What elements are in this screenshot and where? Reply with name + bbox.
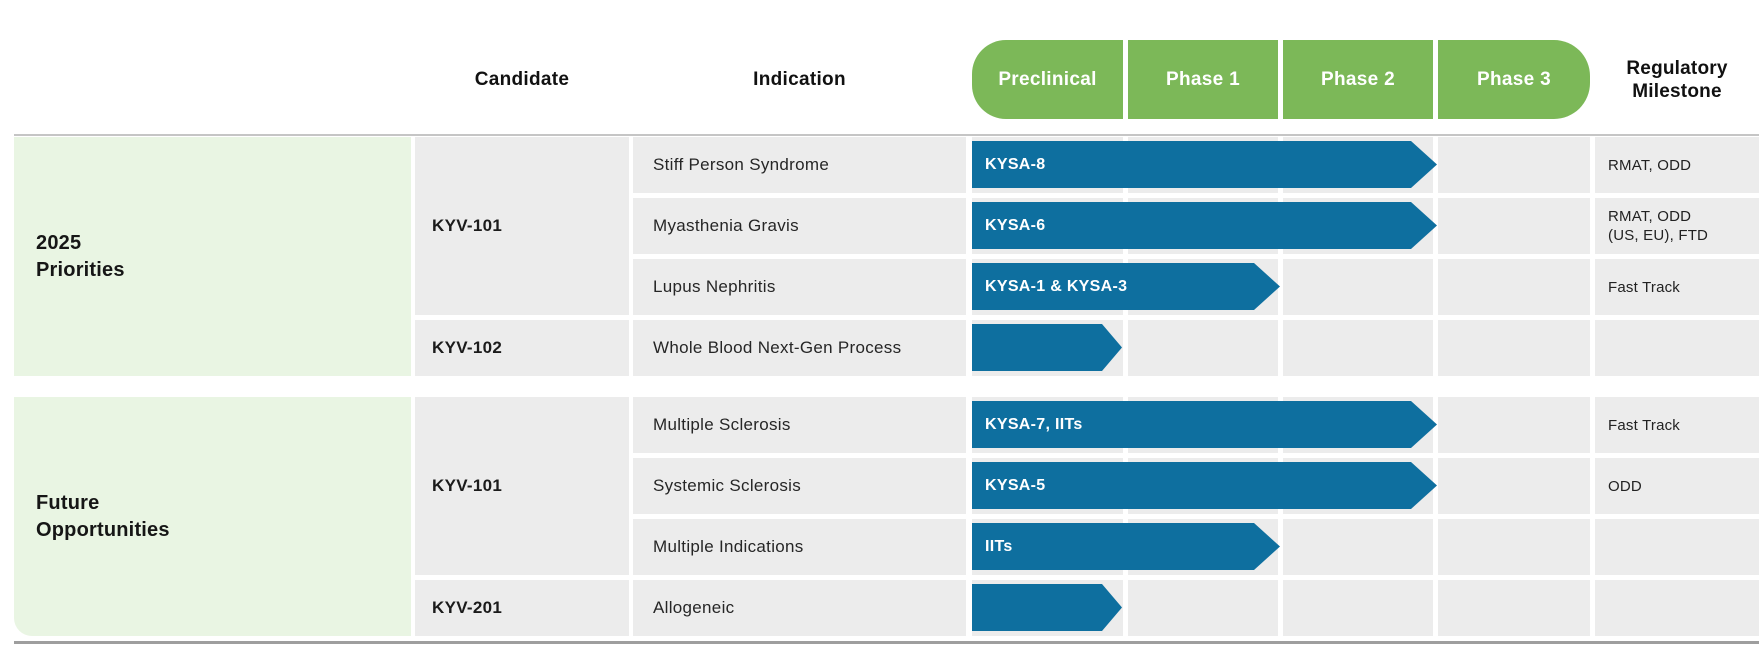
candidate-cell-kyv102: KYV-102 — [415, 320, 629, 376]
milestone-cell — [1595, 519, 1759, 575]
phase-cell — [1438, 259, 1590, 315]
milestone-text: RMAT, ODD — [1608, 208, 1692, 225]
pipeline-arrow-kysa8: KYSA-8 — [972, 141, 1437, 188]
indication-label: Systemic Sclerosis — [653, 476, 802, 495]
phase-cell — [1438, 580, 1590, 636]
phase-header-preclinical: Preclinical — [972, 40, 1123, 119]
candidate-cell-kyv101-future: KYV-101 — [415, 397, 629, 575]
milestone-cell — [1595, 320, 1759, 376]
milestone-cell: RMAT, ODD — [1595, 137, 1759, 193]
indication-cell: Myasthenia Gravis — [633, 198, 966, 254]
indication-cell: Systemic Sclerosis — [633, 458, 966, 514]
indication-column-header: Indication — [753, 68, 846, 90]
phase-cell — [1438, 519, 1590, 575]
arrow-label: IITs — [985, 537, 1013, 555]
milestone-text: Fast Track — [1608, 278, 1681, 296]
phase-cell — [1283, 580, 1433, 636]
indication-label: Multiple Indications — [653, 537, 804, 556]
phase-cell — [1283, 259, 1433, 315]
milestone-cell: RMAT, ODD (US, EU), FTD — [1595, 198, 1759, 254]
phase-header-phase2: Phase 2 — [1283, 40, 1433, 119]
milestone-cell: Fast Track — [1595, 259, 1759, 315]
indication-label: Stiff Person Syndrome — [653, 155, 830, 174]
table-top-divider — [14, 134, 1759, 136]
milestone-text: ODD — [1608, 477, 1642, 495]
section-future-opportunities: Future Opportunities KYV-101 KYV-201 Mul… — [14, 397, 1759, 636]
milestone-cell — [1595, 580, 1759, 636]
phase-header-phase1: Phase 1 — [1128, 40, 1278, 119]
group-label: 2025 Priorities — [36, 230, 125, 284]
group-cell-2025-priorities: 2025 Priorities — [14, 137, 411, 376]
pipeline-arrow-kysa6: KYSA-6 — [972, 202, 1437, 249]
pipeline-arrow-kysa5: KYSA-5 — [972, 462, 1437, 509]
phase-cell — [1128, 320, 1278, 376]
phase-header-phase3: Phase 3 — [1438, 40, 1590, 119]
indication-label: Multiple Sclerosis — [653, 415, 791, 434]
phase-cell — [1438, 397, 1590, 453]
indication-cell: Whole Blood Next-Gen Process — [633, 320, 966, 376]
indication-cell: Stiff Person Syndrome — [633, 137, 966, 193]
milestone-text-line2: (US, EU), FTD — [1608, 227, 1709, 244]
regulatory-header-line1: Regulatory — [1626, 57, 1728, 79]
regulatory-milestone-column-header: Regulatory Milestone — [1595, 40, 1759, 119]
arrow-label: KYSA-1 & KYSA-3 — [985, 277, 1128, 295]
section-2025-priorities: 2025 Priorities KYV-101 KYV-102 Stiff Pe… — [14, 137, 1759, 376]
pipeline-arrow-kysa1-kysa3: KYSA-1 & KYSA-3 — [972, 263, 1280, 310]
indication-cell: Lupus Nephritis — [633, 259, 966, 315]
group-cell-future-opportunities: Future Opportunities — [14, 397, 411, 636]
arrow-label: KYSA-7, IITs — [985, 415, 1083, 433]
indication-label: Whole Blood Next-Gen Process — [653, 338, 902, 357]
phase-cell — [1283, 519, 1433, 575]
pipeline-arrow-kyv102 — [972, 324, 1122, 371]
arrow-label: KYSA-6 — [985, 216, 1046, 234]
group-label-line2: Opportunities — [36, 518, 170, 541]
group-label-line2: Priorities — [36, 258, 125, 281]
phase-cell — [1283, 320, 1433, 376]
candidate-cell-kyv101: KYV-101 — [415, 137, 629, 315]
phase-cell — [1438, 198, 1590, 254]
milestone-text: Fast Track — [1608, 416, 1681, 434]
indication-label: Allogeneic — [653, 598, 735, 617]
pipeline-arrow-iits: IITs — [972, 523, 1280, 570]
milestone-text: RMAT, ODD — [1608, 156, 1692, 174]
group-label: Future Opportunities — [36, 490, 170, 544]
group-label-line1: 2025 — [36, 231, 82, 254]
regulatory-header-line2: Milestone — [1632, 80, 1722, 102]
indication-cell: Multiple Sclerosis — [633, 397, 966, 453]
phase-cell — [1438, 137, 1590, 193]
candidate-column-header: Candidate — [474, 68, 570, 90]
pipeline-arrow-kyv201 — [972, 584, 1122, 631]
pipeline-arrow-kysa7-iits: KYSA-7, IITs — [972, 401, 1437, 448]
arrow-label: KYSA-5 — [985, 476, 1046, 494]
group-label-line1: Future — [36, 491, 100, 514]
phase-cell — [1128, 580, 1278, 636]
candidate-cell-kyv201: KYV-201 — [415, 580, 629, 636]
indication-cell: Multiple Indications — [633, 519, 966, 575]
indication-label: Lupus Nephritis — [653, 277, 776, 296]
milestone-cell: Fast Track — [1595, 397, 1759, 453]
phase-cell — [1438, 458, 1590, 514]
arrow-label: KYSA-8 — [985, 155, 1046, 173]
phase-cell — [1438, 320, 1590, 376]
milestone-cell: ODD — [1595, 458, 1759, 514]
table-bottom-divider — [14, 641, 1759, 644]
indication-label: Myasthenia Gravis — [653, 216, 799, 235]
indication-cell: Allogeneic — [633, 580, 966, 636]
